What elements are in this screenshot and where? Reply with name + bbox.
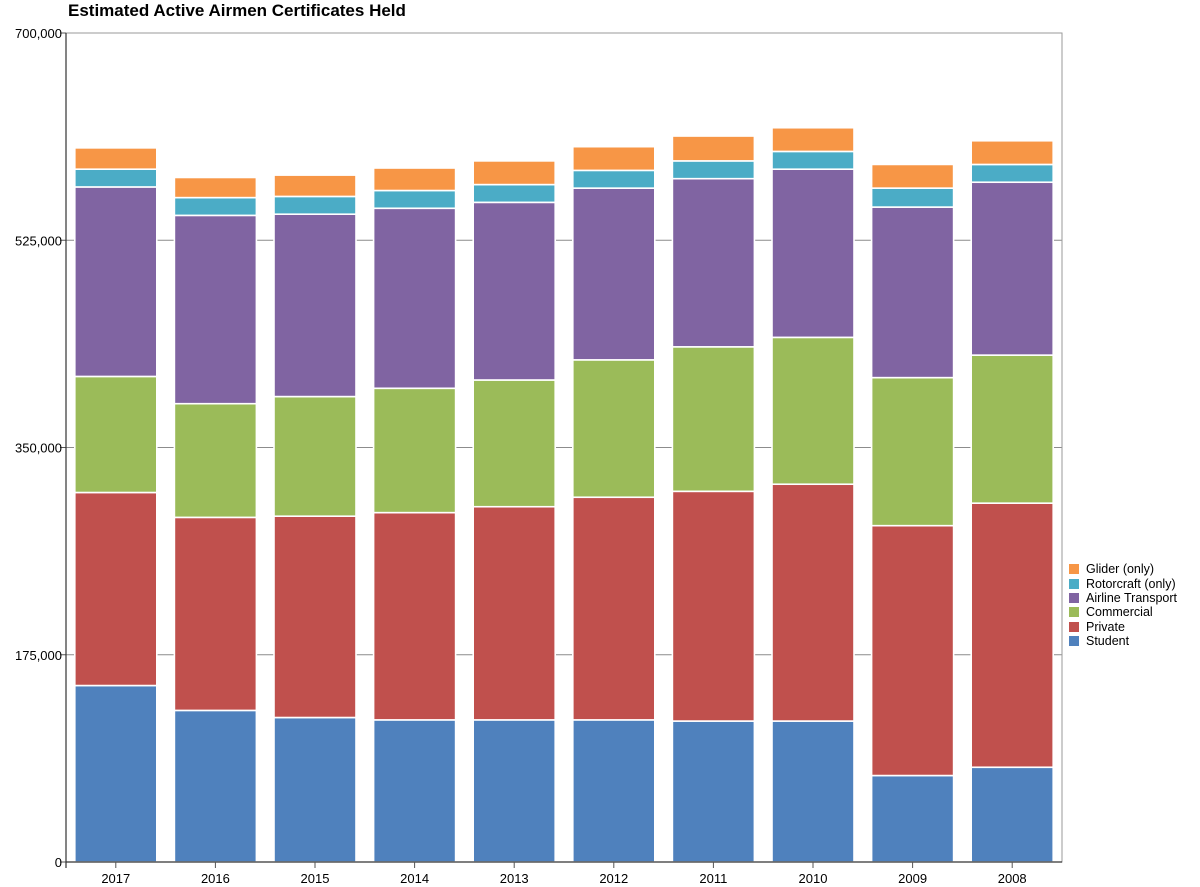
- bar-segment: [273, 195, 357, 215]
- bar-segment: [671, 160, 756, 180]
- x-tick-label: 2016: [201, 871, 230, 886]
- bar-segment: [273, 213, 357, 398]
- bar-segment: [870, 376, 955, 527]
- axes: 0 175,000 350,000 525,000 700,000 2017 2016 201…: [15, 26, 1063, 886]
- legend-swatch: [1069, 578, 1079, 589]
- legend-label: Commercial: [1086, 605, 1153, 620]
- bar-segment: [372, 511, 457, 721]
- legend-item: Private: [1069, 620, 1177, 634]
- bar-segment: [771, 720, 855, 863]
- bar-segment: [273, 515, 357, 719]
- bar-segment: [273, 395, 357, 517]
- chart-title: Estimated Active Airmen Certificates Hel…: [68, 1, 406, 20]
- bar-segment: [870, 524, 955, 777]
- bar-segment: [671, 177, 756, 348]
- legend-label: Glider (only): [1086, 562, 1155, 577]
- bar-segment: [472, 183, 557, 204]
- bar-segment: [173, 402, 258, 519]
- bar-segment: [472, 379, 557, 508]
- legend-swatch: [1069, 636, 1079, 647]
- bar-segment: [372, 387, 457, 514]
- x-tick-label: 2012: [599, 871, 628, 886]
- bar-segment: [372, 167, 457, 192]
- bar-segment: [571, 145, 656, 172]
- bar-segment: [273, 716, 357, 863]
- legend-item: Rotorcraft (only): [1069, 576, 1177, 591]
- x-tick-label: 2009: [898, 871, 927, 886]
- bar-segment: [472, 719, 557, 863]
- bar-segment: [173, 214, 258, 405]
- y-tick-label: 525,000: [15, 233, 62, 248]
- bar-segment: [970, 354, 1055, 504]
- bar-segment: [671, 346, 756, 493]
- bar-segment: [571, 719, 656, 863]
- bar-segment: [74, 168, 158, 188]
- bar-segment: [571, 169, 656, 189]
- bar-segment: [472, 505, 557, 721]
- legend-swatch: [1069, 592, 1079, 603]
- bars: [74, 126, 1055, 863]
- bar-segment: [74, 684, 158, 863]
- bar-segment: [970, 502, 1055, 769]
- bar-segment: [671, 490, 756, 722]
- bar-segment: [970, 139, 1055, 166]
- bar-segment: [771, 483, 855, 722]
- bar-segment: [273, 174, 357, 198]
- bar-segment: [571, 496, 656, 721]
- y-tick-label: 350,000: [15, 441, 62, 456]
- y-tick-label: 175,000: [15, 648, 62, 663]
- bar-segment: [571, 187, 656, 361]
- bar-segment: [74, 147, 158, 170]
- x-tick-label: 2013: [500, 871, 529, 886]
- bar-segment: [870, 187, 955, 208]
- x-tick-label: 2008: [998, 871, 1027, 886]
- bar-segment: [870, 206, 955, 379]
- y-tick-label: 0: [55, 855, 62, 870]
- x-tick-label: 2014: [400, 871, 429, 886]
- bar-segment: [571, 359, 656, 499]
- bar-segment: [771, 126, 855, 153]
- legend-item: Student: [1069, 634, 1177, 648]
- legend-label: Airline Transport: [1086, 590, 1178, 605]
- bar-segment: [970, 163, 1055, 184]
- bar-segment: [771, 150, 855, 170]
- bar-segment: [173, 709, 258, 863]
- bar-segment: [74, 375, 158, 494]
- bar-segment: [74, 186, 158, 378]
- x-tick-label: 2010: [799, 871, 828, 886]
- bar-segment: [671, 720, 756, 863]
- bar-segment: [173, 196, 258, 217]
- bar-segment: [472, 160, 557, 186]
- x-tick-label: 2017: [101, 871, 130, 886]
- bar-segment: [472, 201, 557, 381]
- x-tick-label: 2015: [301, 871, 330, 886]
- bar-segment: [74, 491, 158, 687]
- legend-item: Commercial: [1069, 605, 1177, 619]
- bar-segment: [173, 516, 258, 712]
- legend-item: Glider (only): [1069, 562, 1177, 576]
- bar-segment: [870, 774, 955, 863]
- x-tick-label: 2011: [699, 871, 727, 886]
- bar-segment: [372, 207, 457, 390]
- legend-swatch: [1069, 607, 1079, 618]
- bar-segment: [671, 135, 756, 162]
- legend-label: Private: [1086, 619, 1125, 634]
- legend-label: Student: [1086, 634, 1130, 649]
- bar-segment: [372, 719, 457, 863]
- legend-swatch: [1069, 564, 1079, 575]
- legend-label: Rotorcraft (only): [1086, 576, 1176, 591]
- bar-segment: [771, 336, 855, 486]
- legend: Glider (only) Rotorcraft (only) Airline Tr…: [1069, 562, 1177, 648]
- y-tick-label: 700,000: [15, 26, 62, 41]
- bar-segment: [870, 163, 955, 189]
- bar-segment: [970, 766, 1055, 863]
- bar-segment: [771, 168, 855, 339]
- bar-segment: [372, 189, 457, 210]
- legend-item: Airline Transport: [1069, 591, 1177, 605]
- legend-swatch: [1069, 621, 1079, 632]
- bar-segment: [173, 176, 258, 199]
- bar-segment: [970, 181, 1055, 356]
